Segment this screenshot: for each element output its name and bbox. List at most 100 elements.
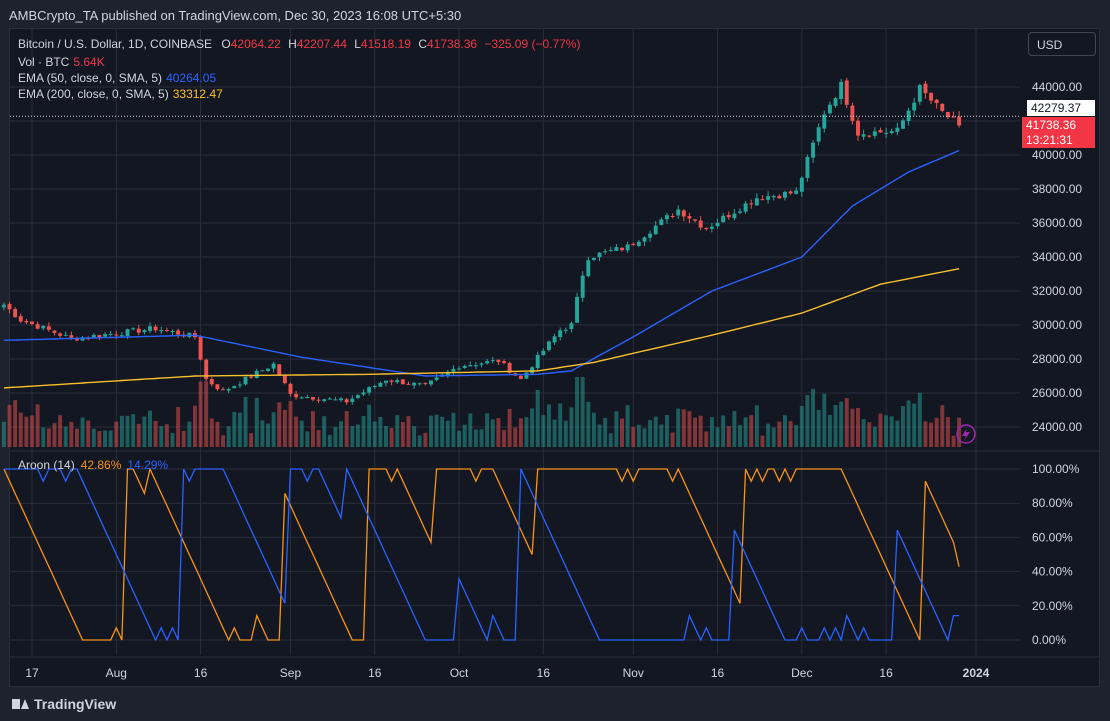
volume-bar [766,423,771,447]
tradingview-brand: TradingView [34,696,117,712]
volume-bar [119,415,124,447]
candle-body [215,384,220,390]
candle-body [232,386,237,389]
candle-body [445,371,450,376]
candle-body [502,361,506,363]
candle-body [670,215,675,217]
candle-body [687,216,692,219]
candle-body [569,323,574,330]
candle-body [80,337,85,341]
candle-body [237,384,242,386]
volume-bar [142,416,147,447]
volume-bar [24,416,29,447]
candle-body [586,260,591,277]
volume-bar [58,415,63,447]
ema200-label[interactable]: EMA (200, close, 0, SMA, 5) [18,87,169,101]
candle-body [867,135,872,137]
price-tick-label: 32000.00 [1032,284,1082,298]
volume-bar [614,411,619,447]
volume-bar [856,407,860,447]
volume-bar [440,416,445,447]
volume-bar [811,388,816,447]
tradingview-logo[interactable]: TradingView [12,696,116,712]
volume-bar [350,426,355,447]
volume-bar [940,405,945,447]
volume-bar [889,416,894,447]
candle-body [530,367,535,374]
ohlc-high: H42207.44 [288,37,347,51]
volume-bar [305,431,310,447]
volume-bar [176,406,181,447]
candle-body [367,387,372,393]
candle-body [732,213,737,219]
candle-body [406,383,411,385]
volume-bar [372,421,377,447]
volume-bar [187,421,192,447]
volume-bar [468,413,473,447]
volume-bar [563,420,568,447]
candle-body [18,316,23,322]
volume-bar [569,407,574,447]
symbol-title[interactable]: Bitcoin / U.S. Dollar, 1D, COINBASE [18,37,213,51]
candle-body [715,222,720,227]
candle-body [400,379,405,385]
candle-body [541,350,546,356]
candle-body [822,114,827,129]
candle-body [355,395,360,398]
volume-bar [648,420,653,447]
candle-body [878,130,883,133]
candle-body [794,190,799,194]
volume-bar [900,406,905,447]
candle-body [249,376,254,378]
aroon-legend: Aroon (14) 42.86% 14.29% [18,458,168,472]
candle-body [738,211,742,213]
volume-bar [782,415,787,447]
candle-body [681,210,686,217]
ema50-label[interactable]: EMA (50, close, 0, SMA, 5) [18,71,163,85]
candle-body [957,116,962,126]
volume-bar [597,424,602,447]
candle-body [777,195,782,199]
volume-bar [428,415,433,447]
volume-label[interactable]: Vol · BTC [18,55,70,69]
candle-body [546,341,551,350]
volume-bar [344,411,349,447]
candle-body [535,354,540,369]
candle-body [339,398,344,401]
currency-button[interactable]: USD [1028,32,1096,56]
volume-bar [524,417,529,447]
candle-body [479,363,484,365]
volume-bar [159,426,164,447]
candle-body [243,376,248,385]
volume-bar [777,421,782,447]
candle-body [434,377,439,381]
volume-bar [108,430,113,447]
aroon-down-line [3,466,960,643]
candle-body [316,399,321,401]
volume-bar [181,430,186,447]
candle-body [945,111,950,118]
volume-legend: Vol · BTC 5.64K [18,55,105,69]
candle-body [327,398,332,400]
candle-body [344,399,349,403]
aroon-tick-label: 20.00% [1032,599,1073,613]
last-price-tag: 41738.36 [1022,117,1095,133]
candle-body [895,127,900,132]
time-tick-label: 16 [879,666,893,680]
aroon-label[interactable]: Aroon (14) [18,458,75,472]
candle-body [693,219,698,221]
volume-bar [827,414,832,447]
volume-bar [30,415,34,447]
candle-body [395,380,400,383]
candle-body [46,326,51,330]
candle-body [41,325,46,329]
aroon-tick-label: 0.00% [1032,633,1066,647]
volume-bar [799,406,804,447]
candle-body [485,361,490,364]
time-tick-label: 2024 [963,666,990,680]
volume-bar [316,429,321,447]
volume-bar [282,409,287,447]
volume-bar [934,417,939,447]
chart-area[interactable] [9,28,1100,687]
